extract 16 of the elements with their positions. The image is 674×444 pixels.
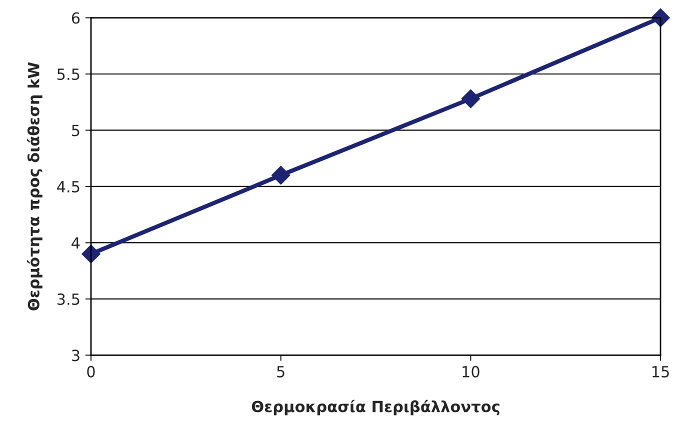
y-tick-label: 6 [72,12,80,24]
y-tick-label: 5.5 [57,68,80,80]
y-tick-label: 4 [72,237,80,249]
y-axis-title: Θερμότητα προς διάθεση kW [26,62,42,310]
point [461,89,480,108]
x-tick-label: 15 [652,366,669,378]
y-tick-label: 5 [72,124,80,136]
y-tick-label: 4.5 [57,181,80,192]
x-tick-label: 0 [87,366,95,378]
point [271,166,290,185]
point [82,244,100,264]
x-tick-label: 5 [277,366,284,378]
x-axis-title: Θερμοκρασία Περιβάλλοντος [252,400,500,416]
y-tick-label: 3 [72,350,80,362]
x-tick-label: 10 [462,366,480,378]
y-tick-label: 3.5 [57,293,80,305]
